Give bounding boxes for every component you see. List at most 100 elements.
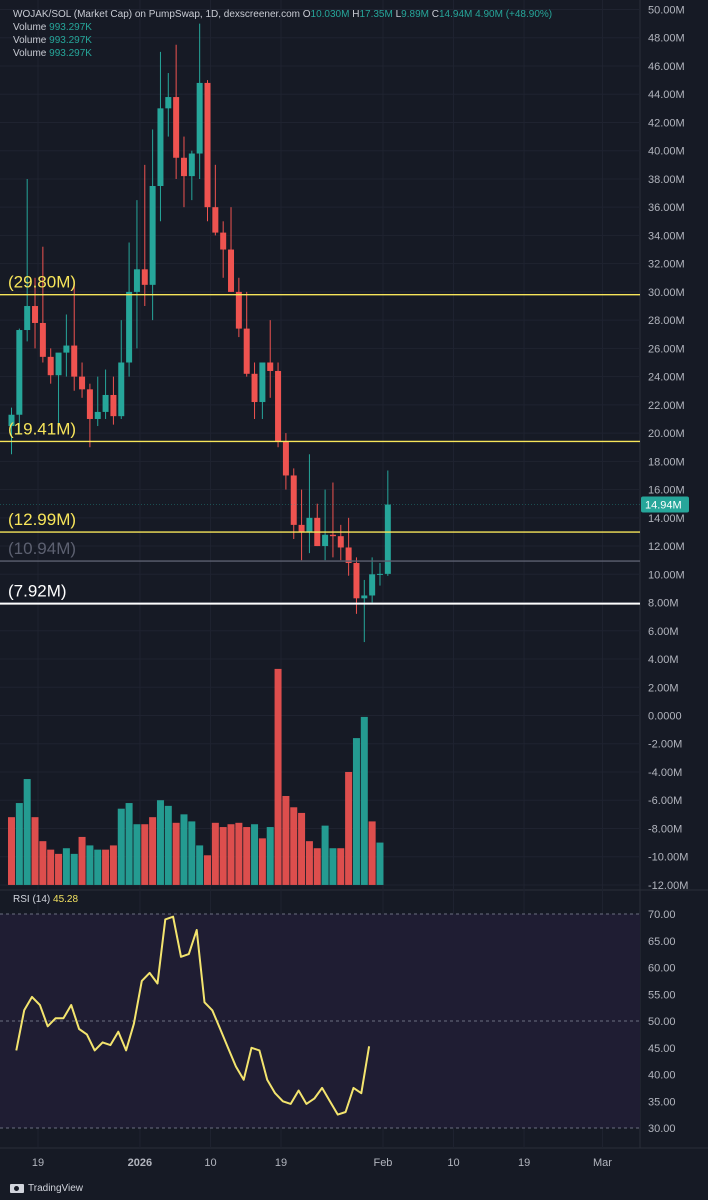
legend-title-row: WOJAK/SOL (Market Cap) on PumpSwap, 1D, …: [13, 8, 552, 21]
volume-bar: [78, 836, 86, 885]
high-key: H: [352, 9, 360, 20]
price-tick-label: 10.00M: [648, 569, 685, 581]
volume-row: Volume 993.297K: [13, 34, 552, 47]
candle-body: [212, 207, 219, 233]
rsi-value: 45.28: [53, 894, 79, 905]
price-tick-label: 24.00M: [648, 372, 685, 384]
rsi-tick-label: 70.00: [648, 909, 676, 921]
time-tick-label: 19: [518, 1157, 530, 1169]
price-tick-label: 18.00M: [648, 456, 685, 468]
candle-body: [235, 291, 242, 329]
candle-body: [173, 97, 180, 158]
rsi-tick-label: 65.00: [648, 936, 676, 948]
price-tick-label: 4.00M: [648, 654, 679, 666]
price-tick-label: 36.00M: [648, 202, 685, 214]
rsi-tick-label: 55.00: [648, 989, 676, 1001]
volume-value: 993.297K: [49, 35, 92, 46]
volume-bar: [180, 814, 188, 885]
volume-bar: [125, 803, 133, 885]
volume-bar: [337, 848, 345, 885]
volume-bar: [47, 849, 55, 885]
level-label: (10.94M): [8, 539, 76, 558]
volume-bar: [86, 845, 94, 885]
volume-bar: [94, 849, 102, 885]
time-tick-label: 19: [32, 1157, 44, 1169]
price-tick-label: 42.00M: [648, 117, 685, 129]
candle-body: [141, 269, 148, 285]
candle-body: [322, 534, 329, 547]
time-tick-label: Feb: [373, 1157, 392, 1169]
candle-body: [361, 595, 368, 599]
candle-body: [180, 157, 187, 177]
candle-body: [384, 504, 391, 574]
rsi-tick-label: 50.00: [648, 1016, 676, 1028]
price-tick-label: 46.00M: [648, 61, 685, 73]
close-key: C: [431, 9, 439, 20]
candle-body: [243, 328, 250, 374]
candle-body: [267, 362, 274, 371]
time-tick-label: Mar: [593, 1157, 612, 1169]
price-tick-label: 32.00M: [648, 259, 685, 271]
price-tick-label: 8.00M: [648, 598, 679, 610]
candle-body: [298, 524, 305, 532]
volume-bar: [345, 771, 353, 885]
volume-bar: [360, 716, 368, 885]
volume-bar: [376, 842, 384, 885]
candle-body: [337, 536, 344, 548]
candle-body: [63, 345, 70, 353]
symbol-title: WOJAK/SOL (Market Cap) on PumpSwap, 1D, …: [13, 9, 300, 20]
volume-bar: [156, 800, 164, 885]
candle-body: [157, 108, 164, 186]
rsi-tick-label: 35.00: [648, 1096, 676, 1108]
price-tick-label: 40.00M: [648, 146, 685, 158]
volume-bar: [266, 827, 274, 885]
volume-bar: [305, 841, 313, 885]
level-label: (19.41M): [8, 419, 76, 438]
volume-bar: [39, 841, 47, 885]
candle-body: [369, 574, 376, 596]
candle-body: [251, 373, 258, 403]
price-tick-label: 48.00M: [648, 33, 685, 45]
volume-bar: [172, 822, 180, 885]
volume-label: Volume: [13, 35, 47, 46]
volume-bar: [188, 821, 196, 885]
chart-legend: WOJAK/SOL (Market Cap) on PumpSwap, 1D, …: [13, 8, 552, 60]
candle-body: [376, 573, 383, 575]
candle-body: [71, 345, 78, 377]
volume-bar: [321, 825, 329, 885]
price-tick-label: -4.00M: [648, 767, 682, 779]
candle-body: [196, 82, 203, 154]
price-tick-label: 0.0000: [648, 711, 682, 723]
volume-bar: [102, 849, 110, 885]
volume-bar: [313, 848, 321, 885]
price-tick-label: -8.00M: [648, 823, 682, 835]
candle-body: [32, 306, 39, 323]
tradingview-logo[interactable]: TradingView: [10, 1183, 83, 1194]
price-tick-label: 26.00M: [648, 343, 685, 355]
volume-bar: [149, 817, 157, 885]
volume-bar: [274, 668, 282, 885]
candle-body: [47, 356, 54, 376]
price-tick-label: 50.00M: [648, 5, 685, 17]
volume-bar: [352, 738, 360, 885]
volume-bar: [31, 817, 39, 885]
candle-body: [16, 330, 23, 415]
price-tick-label: 6.00M: [648, 626, 679, 638]
price-tick-label: 16.00M: [648, 485, 685, 497]
candle-body: [282, 441, 289, 476]
price-tick-label: 34.00M: [648, 230, 685, 242]
price-tick-label: -2.00M: [648, 739, 682, 751]
candle-body: [86, 389, 93, 419]
volume-bar: [23, 779, 31, 885]
volume-bar: [368, 821, 376, 885]
rsi-tick-label: 30.00: [648, 1123, 676, 1135]
candle-body: [220, 232, 227, 250]
volume-row: Volume 993.297K: [13, 47, 552, 60]
candle-body: [118, 362, 125, 417]
volume-label: Volume: [13, 22, 47, 33]
volume-bar: [282, 795, 290, 885]
volume-bar: [298, 812, 306, 885]
time-tick-label: 2026: [128, 1157, 152, 1169]
price-tick-label: 20.00M: [648, 428, 685, 440]
